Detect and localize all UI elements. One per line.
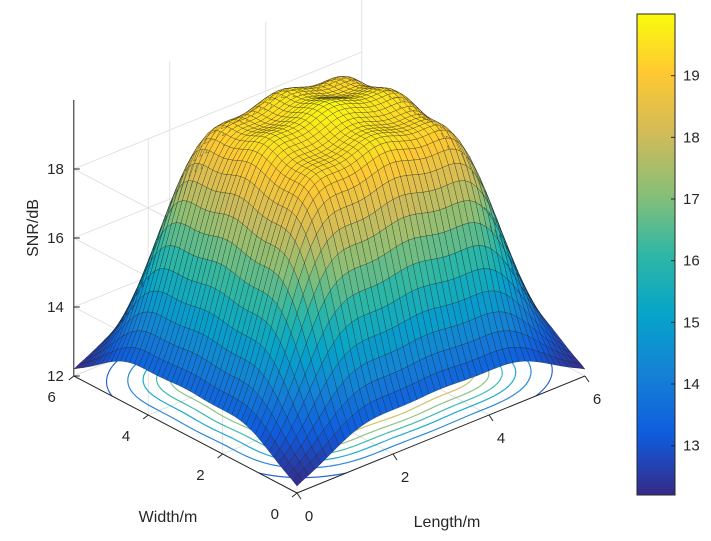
surface-patch [573, 362, 586, 370]
x-tick-mark [584, 375, 590, 383]
colorbar-tick-label: 16 [683, 253, 700, 270]
y-tick-label: 6 [47, 389, 55, 406]
x-tick-mark [392, 453, 398, 461]
snr-surface [73, 76, 586, 487]
colorbar-tick-label: 18 [683, 129, 700, 146]
y-axis-label: Width/m [139, 509, 198, 526]
axis-ticks: 0 2 4 6 0 2 4 6 12 14 16 18 [47, 161, 601, 525]
colorbar-gradient [636, 13, 676, 496]
z-tick-label: 12 [47, 368, 64, 385]
x-tick-label: 0 [305, 508, 313, 525]
x-axis-label: Length/m [414, 514, 481, 531]
x-tick-label: 2 [401, 469, 409, 486]
x-tick-label: 4 [497, 430, 505, 447]
colorbar-ticks: 13 14 15 16 17 18 19 [671, 68, 700, 455]
z-tick-label: 16 [47, 230, 64, 247]
x-axis-line [296, 375, 586, 494]
z-axis-label: SNR/dB [25, 199, 42, 257]
z-tick-label: 18 [47, 161, 64, 178]
y-tick-mark [217, 453, 223, 459]
x-tick-mark [296, 492, 302, 500]
colorbar-tick-label: 17 [683, 191, 700, 208]
colorbar: 13 14 15 16 17 18 19 [636, 13, 700, 496]
y-axis-line [73, 375, 298, 494]
back-grid-line [73, 51, 362, 170]
y-tick-mark [142, 414, 149, 420]
colorbar-tick-label: 13 [683, 438, 700, 455]
colorbar-tick-label: 14 [683, 376, 700, 393]
x-tick-mark [488, 414, 494, 422]
y-tick-mark [291, 492, 298, 498]
y-tick-label: 4 [122, 428, 130, 445]
y-tick-label: 2 [196, 467, 204, 484]
x-tick-label: 6 [593, 391, 601, 408]
z-tick-label: 14 [47, 299, 64, 316]
colorbar-tick-label: 15 [683, 314, 700, 331]
colorbar-tick-label: 19 [683, 68, 700, 85]
y-tick-label: 0 [271, 506, 279, 523]
y-tick-mark [68, 375, 75, 381]
